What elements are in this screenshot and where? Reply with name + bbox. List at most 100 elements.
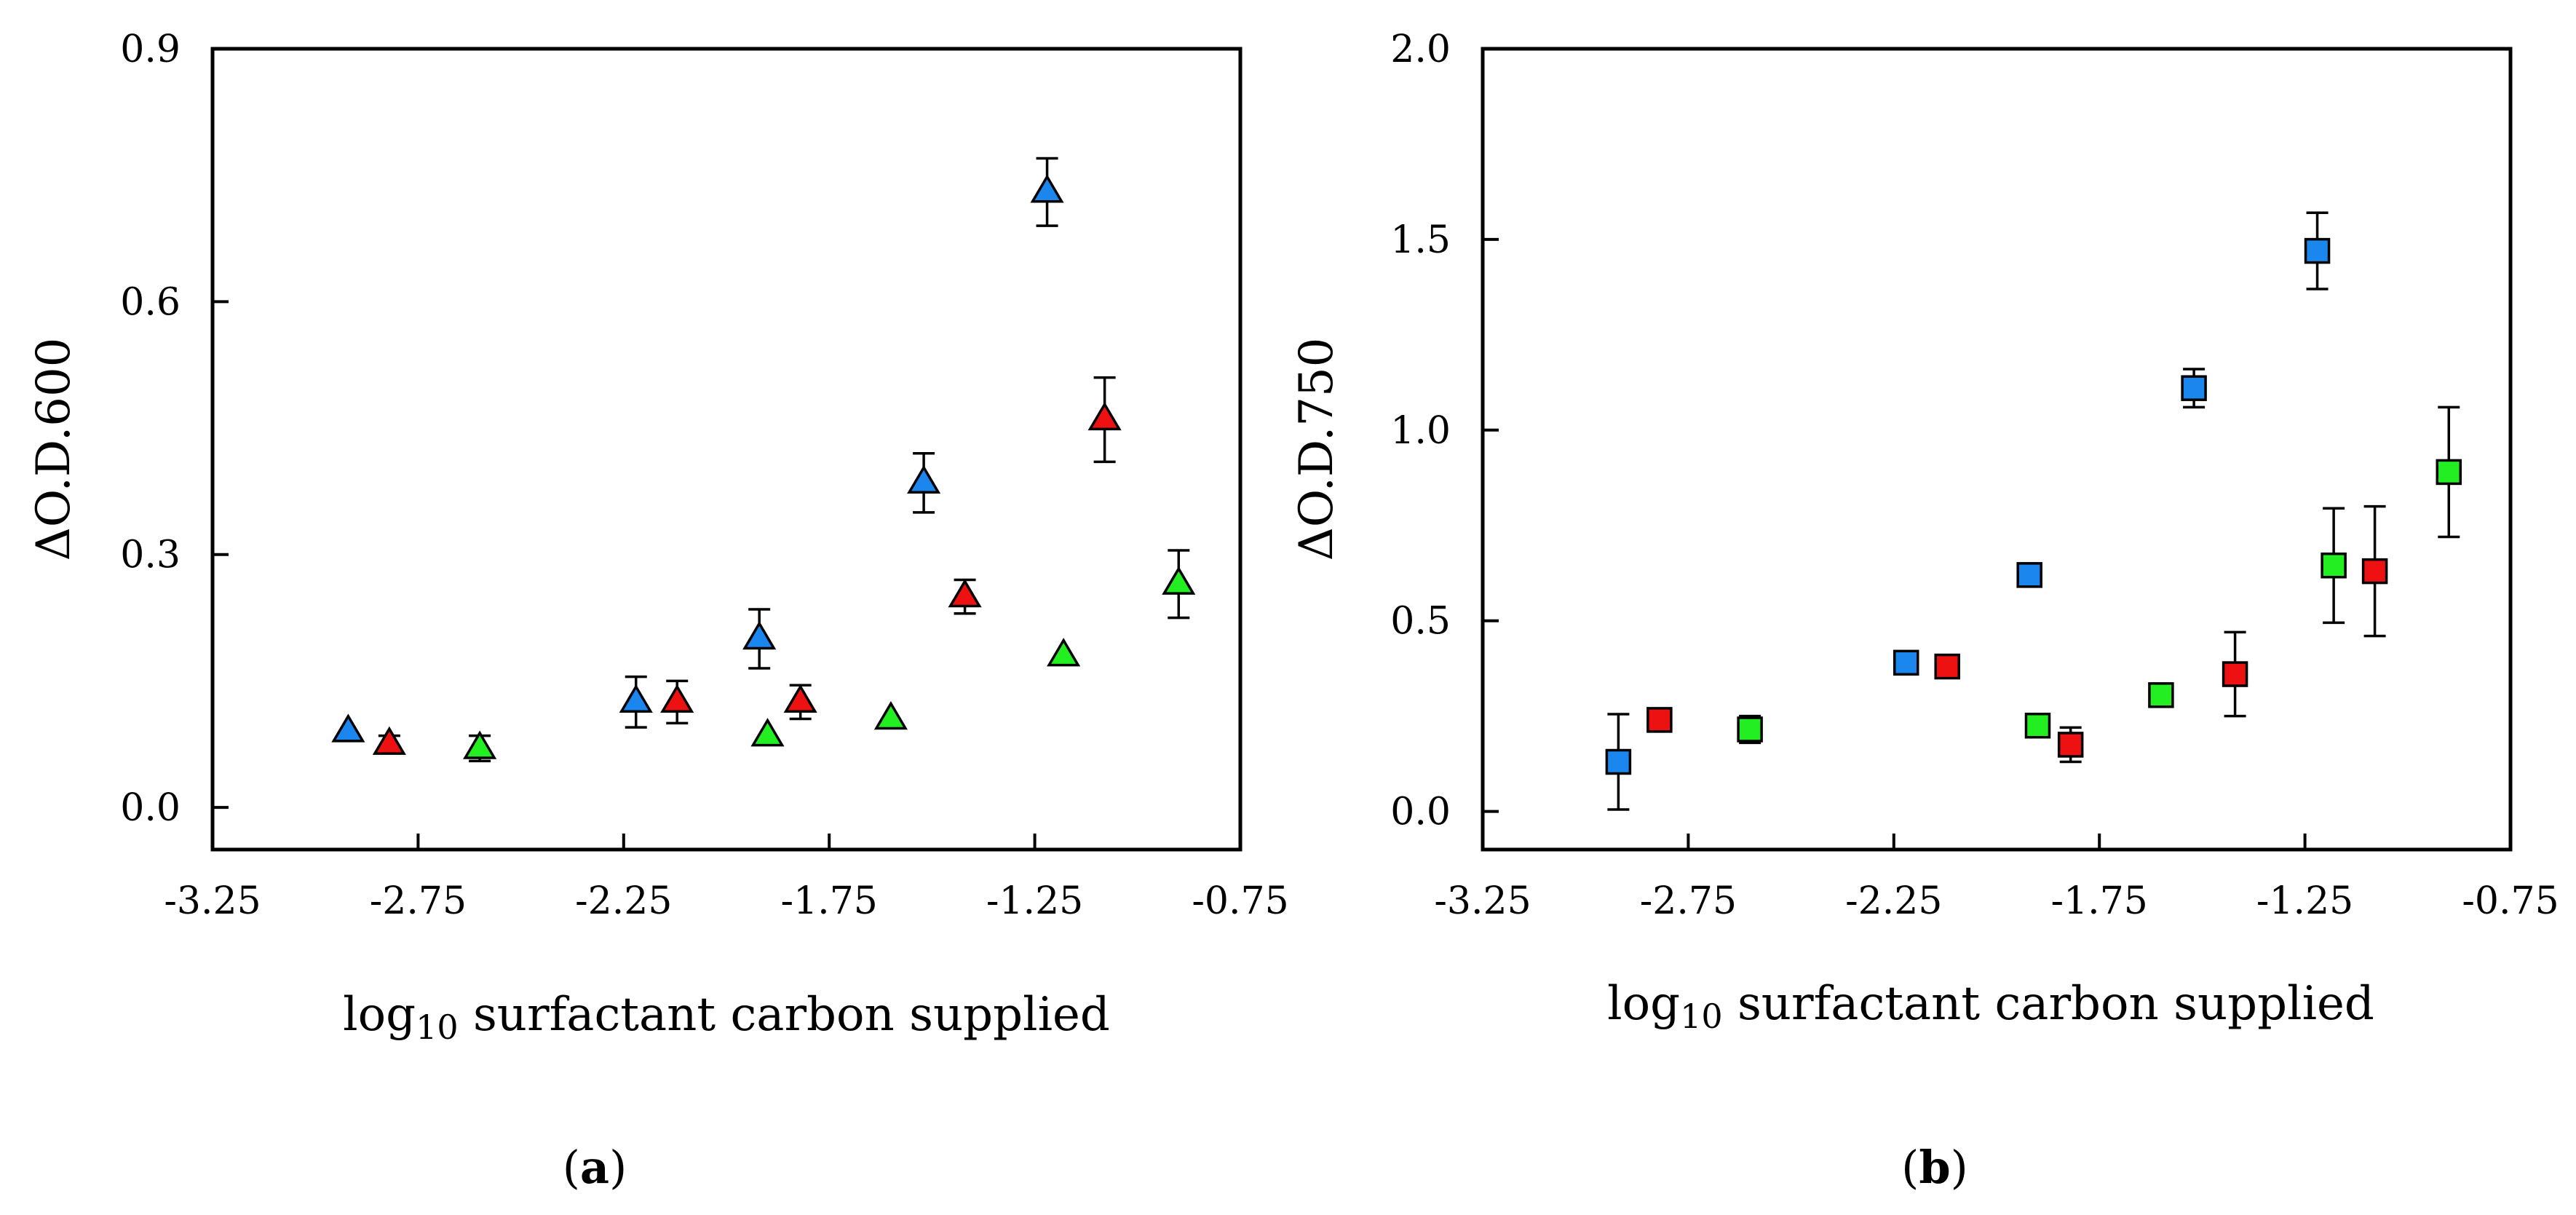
data-point-blue: [2016, 562, 2042, 588]
square-marker: [2057, 732, 2084, 758]
x-tick-label: -2.75: [370, 879, 467, 923]
square-marker: [1893, 649, 1919, 676]
triangle-marker: [750, 718, 785, 747]
data-point-red: [1087, 376, 1122, 464]
panel-label-b-open: (: [1901, 1141, 1919, 1194]
plot-frame-a: [210, 47, 1243, 852]
y-axis-label-a: ΔO.D.600: [27, 338, 81, 561]
square-marker: [2304, 237, 2331, 264]
data-point-red: [1646, 707, 1673, 733]
data-points-a: [331, 157, 1196, 763]
triangle-marker: [907, 464, 941, 494]
x-axis-ticks-a: -3.25 -2.75 -2.25 -1.75 -1.25 -0.75: [164, 834, 1289, 923]
triangle-marker: [742, 620, 777, 650]
data-point-blue: [331, 713, 365, 743]
data-point-red: [2361, 504, 2388, 638]
plot-frame-b: [1481, 47, 2513, 852]
y-tick-label: 0.0: [120, 786, 181, 830]
data-point-green: [1737, 714, 1763, 745]
data-point-blue: [1030, 157, 1064, 227]
data-point-red: [2222, 630, 2248, 718]
x-tick-label: -1.25: [2256, 879, 2353, 923]
panel-label-a-open: (: [563, 1141, 580, 1194]
y-axis-ticks-a: 0.0 0.3 0.6 0.9: [120, 28, 229, 830]
y-tick-label: 0.6: [120, 280, 181, 324]
square-marker: [1737, 716, 1763, 743]
x-tick-label: -0.75: [2462, 879, 2559, 923]
panel-a: 0.0 0.3 0.6 0.9 -3.25 -2.75 -2.25 -1.75 -1.25 -0…: [27, 28, 1289, 1194]
panel-label-b-letter: b: [1919, 1141, 1950, 1194]
data-point-green: [463, 730, 497, 763]
x-axis-label-b-log: log: [1607, 977, 1680, 1031]
square-marker: [2016, 562, 2042, 588]
y-tick-label: 2.0: [1390, 28, 1451, 71]
square-marker: [2148, 682, 2174, 708]
data-point-green: [2148, 682, 2174, 708]
data-point-red: [1934, 653, 1960, 680]
square-marker: [2024, 713, 2051, 739]
x-tick-label: -2.25: [1845, 879, 1942, 923]
triangle-marker: [948, 579, 982, 608]
x-tick-label: -1.75: [2051, 879, 2148, 923]
panel-label-a: (a): [563, 1141, 627, 1194]
x-axis-label-a-rest: surfactant carbon supplied: [459, 988, 1110, 1042]
data-point-red: [2057, 726, 2084, 764]
y-tick-label: 0.3: [120, 534, 181, 577]
triangle-marker: [783, 684, 817, 713]
x-tick-label: -3.25: [164, 879, 261, 923]
square-marker: [1934, 653, 1960, 680]
y-axis-ticks-b: 0.0 0.5 1.0 1.5 2.0: [1390, 28, 1499, 834]
triangle-marker: [331, 713, 365, 743]
x-axis-ticks-b: -3.25 -2.75 -2.25 -1.75 -1.25 -0.75: [1434, 834, 2559, 923]
data-point-green: [1162, 549, 1196, 620]
data-point-blue: [2304, 211, 2331, 290]
y-axis-label-b: ΔO.D.750: [1290, 338, 1344, 561]
x-tick-label: -1.25: [986, 879, 1083, 923]
data-point-green: [873, 700, 908, 730]
x-axis-label-b: log10 surfactant carbon supplied: [1607, 977, 2374, 1036]
data-point-green: [750, 718, 785, 747]
data-point-green: [1047, 638, 1081, 667]
square-marker: [1605, 748, 1632, 775]
triangle-marker: [1047, 638, 1081, 667]
data-point-red: [660, 679, 694, 725]
data-point-blue: [1893, 649, 1919, 676]
x-tick-label: -3.25: [1434, 879, 1531, 923]
panel-b: 0.0 0.5 1.0 1.5 2.0 -3.25 -2.75 -2.25 -1.75 -1.2…: [1290, 28, 2559, 1194]
triangle-marker: [1087, 401, 1122, 431]
triangle-marker: [372, 726, 406, 755]
y-tick-label: 0.0: [1390, 791, 1451, 834]
data-point-red: [372, 726, 406, 755]
data-point-blue: [619, 675, 653, 729]
triangle-marker: [660, 684, 694, 713]
x-axis-label-a: log10 surfactant carbon supplied: [343, 988, 1110, 1047]
y-tick-label: 0.5: [1390, 600, 1451, 644]
triangle-marker: [873, 700, 908, 730]
x-tick-label: -2.25: [575, 879, 672, 923]
data-point-blue: [2181, 368, 2207, 409]
y-tick-label: 0.9: [120, 28, 181, 71]
x-axis-label-a-subscript: 10: [416, 1008, 459, 1047]
panel-label-a-letter: a: [580, 1141, 609, 1194]
triangle-marker: [1162, 566, 1196, 595]
triangle-marker: [463, 730, 497, 759]
square-marker: [2181, 375, 2207, 401]
data-points-b: [1605, 211, 2462, 811]
square-marker: [2321, 553, 2347, 579]
square-marker: [1646, 707, 1673, 733]
y-tick-label: 1.0: [1390, 409, 1451, 453]
square-marker: [2436, 459, 2462, 486]
square-marker: [2222, 661, 2248, 687]
data-point-blue: [907, 452, 941, 514]
data-point-blue: [742, 608, 777, 670]
panel-label-b: (b): [1901, 1141, 1968, 1194]
panel-label-b-close: ): [1951, 1141, 1968, 1194]
data-point-green: [2436, 405, 2462, 539]
data-point-red: [948, 578, 982, 615]
x-axis-label-a-log: log: [343, 988, 416, 1042]
x-tick-label: -2.75: [1640, 879, 1737, 923]
data-point-green: [2321, 507, 2347, 625]
data-point-blue: [1605, 713, 1632, 811]
x-axis-label-b-rest: surfactant carbon supplied: [1723, 977, 2374, 1031]
